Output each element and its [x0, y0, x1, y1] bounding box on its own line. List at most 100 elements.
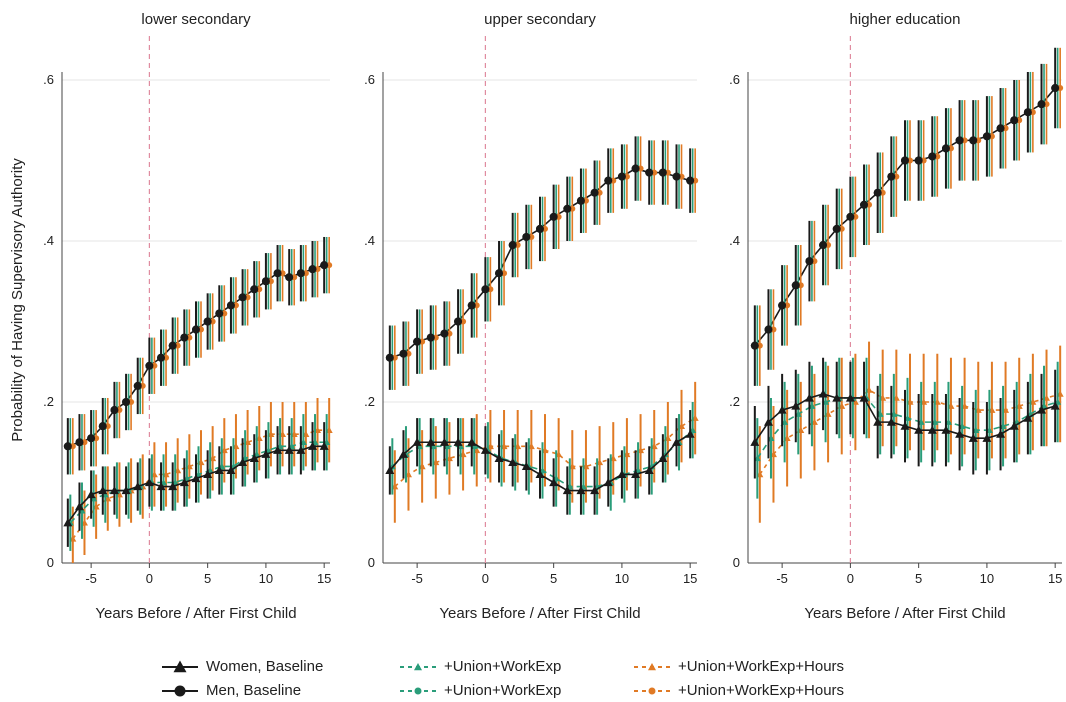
point [110, 406, 119, 415]
point [145, 361, 154, 370]
point [157, 353, 166, 362]
panel-2: upper secondary 0 .2 .4 .6 -5 0 5 10 15 Years Befo… [364, 11, 699, 622]
point [969, 136, 978, 145]
point [308, 265, 317, 274]
point [901, 156, 909, 165]
point [273, 445, 283, 454]
point [1037, 405, 1047, 414]
series-women-baseline [385, 410, 695, 515]
point [982, 433, 992, 442]
men-adjusted-overlay [756, 47, 1064, 386]
series-women-baseline [750, 357, 1060, 479]
point [63, 518, 73, 527]
legend-item: +Union+WorkExp [398, 680, 561, 700]
point [250, 285, 259, 294]
x-tick-label: 15 [317, 571, 331, 586]
y-tick-label: .4 [729, 233, 740, 248]
point [928, 152, 937, 161]
point [860, 200, 869, 209]
panel-1: lower secondary 0 .2 .4 .6 -5 0 5 10 15 Years Befo… [43, 11, 333, 622]
point [819, 241, 828, 250]
x-tick-label: -5 [776, 571, 788, 586]
figure: Probability of Having Supervisory Author… [9, 11, 1064, 622]
circle-marker-icon [400, 687, 436, 695]
point [226, 301, 235, 310]
y-tick-label: .6 [43, 72, 54, 87]
legend-label: Men, Baseline [206, 681, 302, 699]
point [590, 486, 600, 495]
point [604, 176, 613, 185]
point [590, 188, 599, 197]
series--union-workexp-hours [756, 341, 1064, 523]
men-baseline-top [750, 84, 1060, 350]
point [440, 329, 449, 338]
y-tick-label: .6 [729, 72, 740, 87]
legend-item: +Union+WorkExp [398, 656, 561, 676]
x-tick-label: 10 [615, 571, 629, 586]
point [133, 482, 143, 491]
point [672, 172, 681, 181]
y-tick-label: .4 [364, 233, 375, 248]
point [764, 325, 773, 334]
men-baseline-top [63, 261, 329, 451]
point [658, 453, 668, 462]
panel-title: lower secondary [141, 11, 251, 28]
point [576, 196, 585, 205]
point [631, 164, 640, 173]
point [1010, 116, 1019, 125]
panel-title: higher education [850, 11, 961, 28]
point [156, 482, 166, 491]
y-tick-label: 0 [47, 555, 54, 570]
y-tick-label: .2 [729, 394, 740, 409]
point [273, 269, 282, 278]
point [672, 437, 682, 446]
point [121, 486, 131, 495]
y-axis-label: Probability of Having Supervisory Author… [9, 158, 26, 442]
point [617, 172, 626, 181]
point [685, 429, 695, 438]
point [144, 478, 154, 487]
point [75, 438, 84, 447]
point [454, 317, 463, 326]
point [562, 486, 572, 495]
point [536, 224, 544, 233]
y-tick-label: .2 [364, 394, 375, 409]
point [777, 405, 787, 414]
x-tick-label: 15 [1048, 571, 1062, 586]
legend-label: +Union+WorkExp [444, 657, 562, 675]
x-tick-label: 0 [847, 571, 854, 586]
point [832, 393, 842, 402]
panel-3: higher education 0 .2 .4 .6 -5 0 5 10 15 Years Bef… [729, 11, 1064, 622]
legend-label: +Union+WorkExp+Hours [678, 681, 845, 699]
x-tick-label: 0 [146, 571, 153, 586]
point [1037, 100, 1046, 109]
x-axis-label: Years Before / After First Child [95, 605, 296, 622]
point [686, 176, 695, 185]
legend: Women, Baseline Men, Baseline +Union+WorkE… [160, 656, 920, 700]
legend-item: +Union+WorkExp+Hours [632, 680, 844, 700]
point [617, 469, 627, 479]
point [763, 417, 773, 426]
legend-label: +Union+WorkExp [444, 681, 562, 699]
point [845, 393, 855, 402]
point [603, 478, 613, 487]
y-tick-label: 0 [368, 555, 375, 570]
point [86, 490, 96, 499]
point [1023, 108, 1032, 117]
point [467, 301, 476, 310]
point [133, 381, 142, 390]
point [320, 261, 329, 270]
point [63, 442, 72, 451]
point [308, 441, 318, 450]
point [535, 469, 545, 479]
x-tick-label: 5 [915, 571, 922, 586]
point [87, 434, 96, 443]
x-tick-label: -5 [85, 571, 97, 586]
point [399, 349, 408, 358]
point [914, 156, 923, 165]
point [385, 465, 395, 475]
x-tick-label: 15 [683, 571, 697, 586]
y-tick-label: .4 [43, 233, 54, 248]
point [791, 401, 801, 410]
point [495, 269, 504, 278]
